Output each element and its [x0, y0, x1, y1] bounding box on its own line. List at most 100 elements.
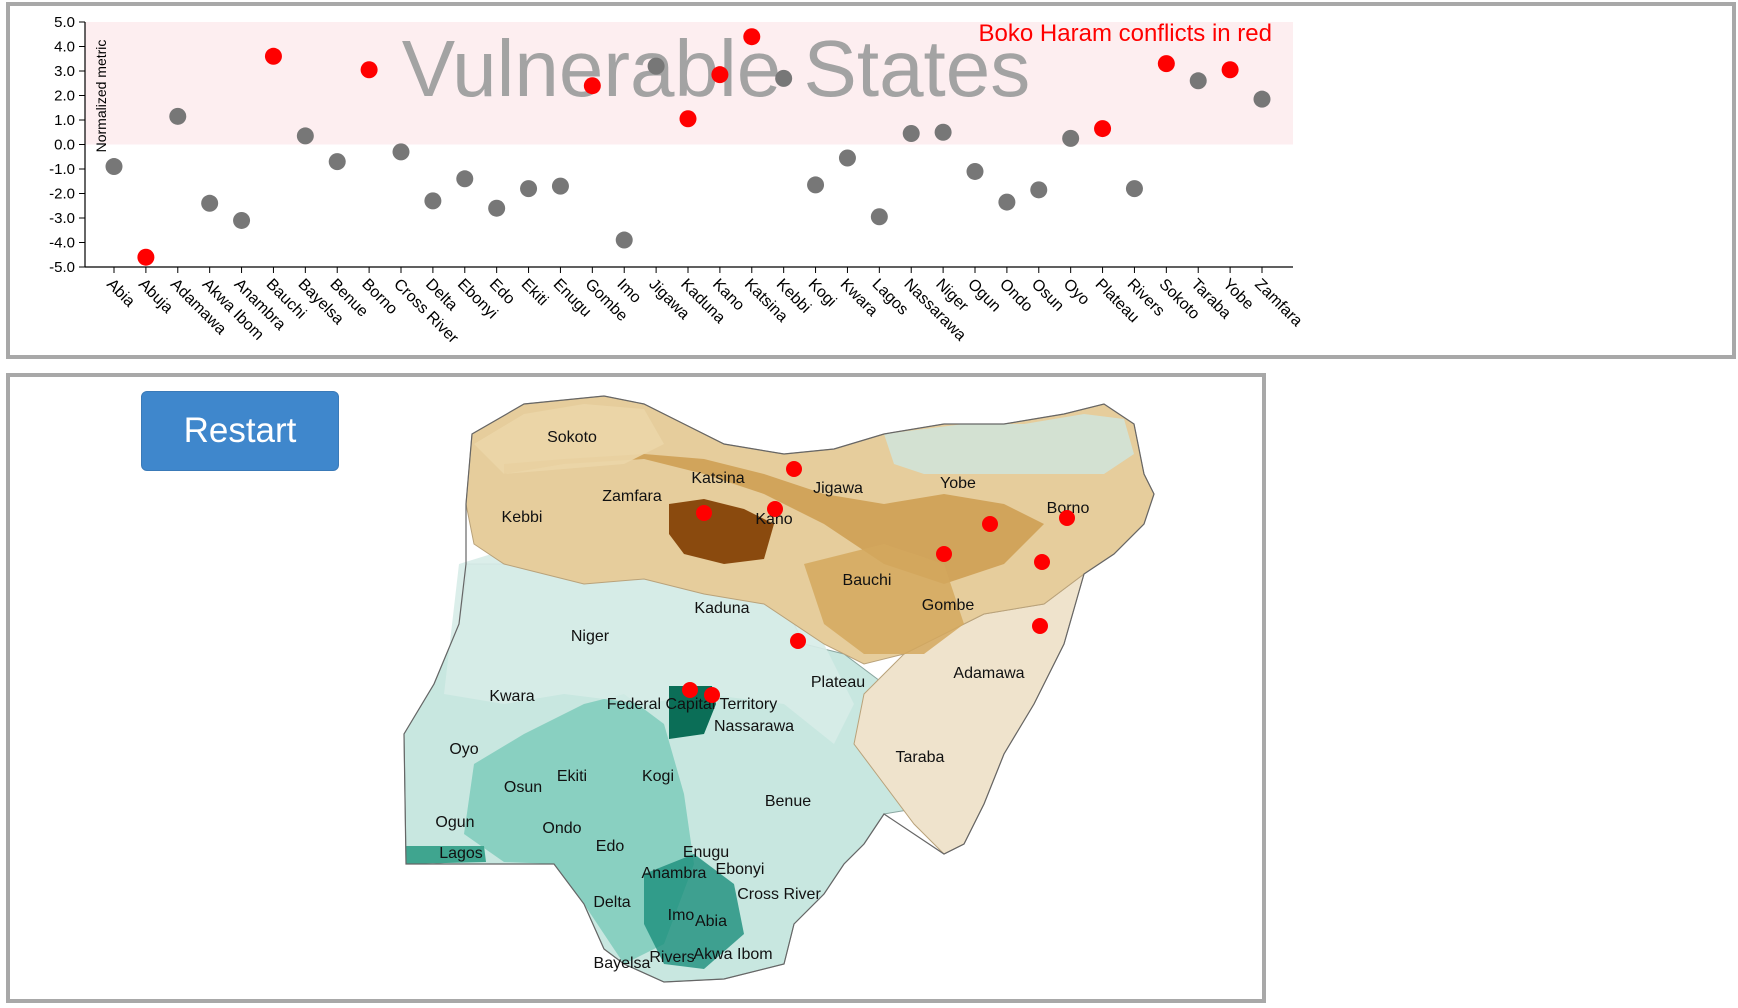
conflict-data-point	[711, 66, 729, 84]
state-label-lagos: Lagos	[439, 845, 483, 862]
state-label-imo: Imo	[668, 907, 695, 924]
state-label-kaduna: Kaduna	[694, 600, 749, 617]
data-points	[105, 28, 1271, 266]
data-point	[902, 124, 920, 142]
data-point	[775, 69, 793, 87]
state-label-abia: Abia	[695, 913, 727, 930]
conflict-marker	[696, 505, 712, 521]
scatter-chart: Vulnerable States Boko Haram conflicts i…	[49, 14, 1305, 347]
data-point	[551, 177, 569, 195]
y-tick-label: -3.0	[49, 210, 75, 227]
data-point	[201, 194, 219, 212]
map-bauchi-region	[804, 544, 964, 654]
conflict-data-point	[137, 248, 155, 266]
y-tick-label: -2.0	[49, 186, 75, 203]
state-label-kwara: Kwara	[489, 688, 534, 705]
chart-annotation: Boko Haram conflicts in red	[979, 20, 1272, 47]
data-point	[1189, 72, 1207, 90]
x-tick-label: Ekiti	[518, 276, 551, 309]
data-point	[934, 123, 952, 141]
conflict-data-point	[1157, 55, 1175, 73]
state-label-nassarawa: Nassarawa	[714, 718, 794, 735]
map-yobe-region	[884, 414, 1134, 474]
nigeria-map: Sokoto Kebbi Zamfara Katsina Kano Jigawa…	[403, 395, 1155, 983]
data-point	[1030, 181, 1048, 199]
state-label-enugu: Enugu	[683, 844, 729, 861]
x-tick-label: Ondo	[996, 276, 1036, 316]
data-point	[998, 193, 1016, 211]
state-label-edo: Edo	[596, 838, 625, 855]
state-label-borno: Borno	[1047, 500, 1090, 517]
state-label-anambra: Anambra	[642, 865, 707, 882]
conflict-data-point	[1221, 61, 1239, 79]
y-axis: 5.0 4.0 3.0 2.0 1.0 0.0 -1.0 -2.0 -3.0 -4.0 -5.0	[49, 14, 86, 276]
data-point	[838, 149, 856, 167]
conflict-data-point	[743, 28, 761, 46]
conflict-marker	[682, 682, 698, 698]
state-label-gombe: Gombe	[922, 597, 975, 614]
state-label-oyo: Oyo	[449, 741, 478, 758]
state-label-osun: Osun	[504, 779, 542, 796]
y-tick-label: 0.0	[54, 137, 75, 154]
state-label-ekiti: Ekiti	[557, 768, 587, 785]
x-tick-label: Zamfara	[1251, 276, 1305, 330]
state-label-taraba: Taraba	[896, 749, 945, 766]
map-northwest-belt	[504, 454, 1044, 584]
data-point	[1062, 129, 1080, 147]
state-label-ogun: Ogun	[435, 814, 474, 831]
y-tick-label: 3.0	[54, 63, 75, 80]
conflict-marker	[704, 687, 720, 703]
state-label-plateau: Plateau	[811, 674, 865, 691]
map-southeast-core	[644, 854, 744, 969]
conflict-data-point	[264, 47, 282, 65]
map-middle-belt	[444, 544, 854, 744]
data-point	[233, 211, 251, 229]
x-tick-label: Ogun	[964, 276, 1004, 316]
state-label-kano: Kano	[755, 511, 792, 528]
state-label-benue: Benue	[765, 793, 811, 810]
state-label-adamawa: Adamawa	[953, 665, 1024, 682]
data-point	[169, 107, 187, 125]
state-label-rivers: Rivers	[649, 949, 694, 966]
data-point	[392, 143, 410, 161]
state-label-ondo: Ondo	[542, 820, 581, 837]
restart-button[interactable]: Restart	[141, 391, 339, 471]
state-label-kogi: Kogi	[642, 768, 674, 785]
data-point	[807, 176, 825, 194]
state-label-delta: Delta	[593, 894, 630, 911]
y-tick-label: -1.0	[49, 161, 75, 178]
state-label-katsina: Katsina	[691, 470, 744, 487]
map-fct	[669, 686, 716, 739]
state-label-kebbi: Kebbi	[502, 509, 543, 526]
map-kano-katsina-core	[669, 499, 774, 564]
conflict-data-point	[360, 61, 378, 79]
data-point	[328, 153, 346, 171]
data-point	[870, 208, 888, 226]
state-label-zamfara: Zamfara	[602, 488, 662, 505]
y-tick-label: 2.0	[54, 88, 75, 105]
state-label-fct: Federal Capital Territory	[607, 696, 777, 713]
state-label-ebonyi: Ebonyi	[716, 861, 765, 878]
data-point	[1253, 90, 1271, 108]
map-lagos	[406, 846, 486, 864]
conflict-marker	[1059, 510, 1075, 526]
data-point	[488, 199, 506, 217]
y-tick-label: -4.0	[49, 235, 75, 252]
data-point	[615, 231, 633, 249]
state-label-cross-river: Cross River	[737, 886, 821, 903]
data-point	[105, 158, 123, 176]
state-label-bayelsa: Bayelsa	[594, 955, 651, 972]
conflict-data-point	[679, 110, 697, 128]
state-label-niger: Niger	[571, 628, 610, 645]
y-tick-label: -5.0	[49, 259, 75, 276]
data-point	[647, 57, 665, 75]
map-sokoto-region	[474, 404, 664, 474]
data-point	[296, 127, 314, 145]
y-axis-label: Normalized metric	[93, 40, 109, 153]
conflict-marker	[1034, 554, 1050, 570]
conflict-marker	[1032, 618, 1048, 634]
data-point	[424, 192, 442, 210]
conflict-marker	[936, 546, 952, 562]
x-tick-label: Abia	[103, 276, 138, 311]
